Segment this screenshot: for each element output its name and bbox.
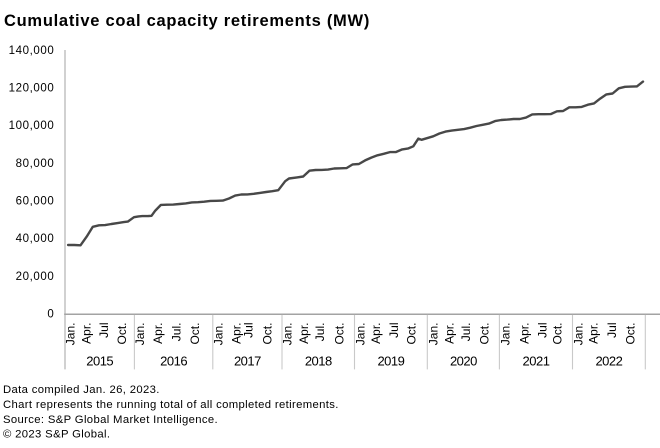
svg-text:Apr.: Apr. <box>517 323 531 344</box>
svg-text:© 2023 S&P Global.: © 2023 S&P Global. <box>3 429 110 441</box>
svg-text:Oct.: Oct. <box>404 323 418 345</box>
svg-text:40,000: 40,000 <box>16 233 55 245</box>
svg-text:2018: 2018 <box>305 354 332 369</box>
svg-text:Apr.: Apr. <box>230 323 244 344</box>
svg-text:Apr.: Apr. <box>369 323 383 344</box>
svg-text:100,000: 100,000 <box>9 120 55 132</box>
svg-text:Jan.: Jan. <box>133 323 147 346</box>
svg-text:Data compiled Jan. 26, 2023.: Data compiled Jan. 26, 2023. <box>3 384 160 396</box>
svg-text:2015: 2015 <box>86 354 113 369</box>
svg-text:80,000: 80,000 <box>16 158 55 170</box>
svg-text:Jul.: Jul. <box>313 323 327 342</box>
svg-text:2016: 2016 <box>160 354 187 369</box>
svg-text:Jul: Jul <box>97 323 111 338</box>
svg-text:Source: S&P Global Market Inte: Source: S&P Global Market Intelligence. <box>3 414 218 426</box>
svg-text:0: 0 <box>47 309 54 321</box>
svg-text:2022: 2022 <box>595 354 622 369</box>
svg-text:140,000: 140,000 <box>9 45 55 57</box>
svg-text:Oct.: Oct. <box>477 323 491 345</box>
svg-text:Jan.: Jan. <box>353 323 367 346</box>
svg-text:Oct.: Oct. <box>624 323 638 345</box>
svg-text:120,000: 120,000 <box>9 83 55 95</box>
svg-text:Apr.: Apr. <box>586 323 600 344</box>
svg-text:Oct.: Oct. <box>332 323 346 345</box>
svg-text:60,000: 60,000 <box>16 196 55 208</box>
svg-text:2019: 2019 <box>377 354 404 369</box>
svg-text:Jul: Jul <box>387 323 401 338</box>
svg-text:Jan.: Jan. <box>212 323 226 346</box>
svg-text:Oct.: Oct. <box>115 323 129 345</box>
svg-text:Oct.: Oct. <box>188 323 202 345</box>
svg-text:Jan.: Jan. <box>63 323 77 346</box>
svg-text:Jul: Jul <box>241 323 255 338</box>
svg-text:Jan.: Jan. <box>572 323 586 346</box>
svg-text:2020: 2020 <box>450 354 477 369</box>
svg-text:Oct.: Oct. <box>551 323 565 345</box>
svg-text:Apr.: Apr. <box>151 323 165 344</box>
svg-text:Jul: Jul <box>605 323 619 338</box>
svg-text:Oct.: Oct. <box>261 323 275 345</box>
svg-text:Jan.: Jan. <box>280 323 294 346</box>
svg-text:Jul.: Jul. <box>170 323 184 342</box>
svg-text:Jul: Jul <box>536 323 550 338</box>
svg-text:Chart represents the running t: Chart represents the running total of al… <box>3 399 339 411</box>
svg-text:Apr.: Apr. <box>79 323 93 344</box>
svg-text:Jul.: Jul. <box>459 323 473 342</box>
svg-text:Jan.: Jan. <box>499 323 513 346</box>
svg-text:20,000: 20,000 <box>16 271 55 283</box>
svg-text:2017: 2017 <box>234 354 261 369</box>
svg-text:Apr.: Apr. <box>297 323 311 344</box>
svg-text:Apr.: Apr. <box>442 323 456 344</box>
svg-text:Cumulative coal capacity retir: Cumulative coal capacity retirements (MW… <box>4 12 370 30</box>
svg-text:2021: 2021 <box>523 354 550 369</box>
svg-text:Jan.: Jan. <box>426 323 440 346</box>
